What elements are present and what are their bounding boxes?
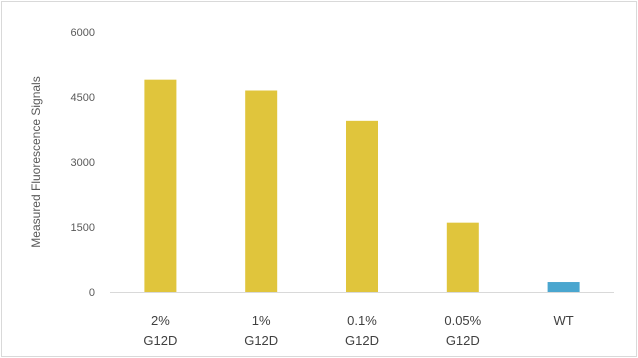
x-tick-label: WT bbox=[553, 313, 573, 328]
bar bbox=[144, 79, 177, 293]
bar bbox=[346, 120, 378, 292]
x-axis-ticks: 2% G12D 1% G12D 0.1% G12D 0.05% G12D WT bbox=[143, 313, 573, 348]
x-tick-label: 2% bbox=[151, 313, 170, 328]
x-tick-label: 1% bbox=[252, 313, 271, 328]
y-axis-ticks: 0 1500 3000 4500 6000 bbox=[71, 27, 95, 299]
x-tick-label: G12D bbox=[244, 333, 278, 348]
y-axis-label: Measured Fluorescence Signals bbox=[29, 76, 43, 247]
bars bbox=[144, 79, 580, 293]
y-tick-label: 4500 bbox=[71, 92, 95, 104]
x-tick-label: G12D bbox=[143, 333, 177, 348]
y-tick-label: 3000 bbox=[71, 157, 95, 169]
y-tick-label: 1500 bbox=[71, 222, 95, 234]
y-tick-label: 6000 bbox=[71, 27, 95, 39]
bar bbox=[446, 222, 479, 292]
y-tick-label: 0 bbox=[89, 287, 95, 299]
x-tick-label: 0.05% bbox=[444, 313, 481, 328]
bar bbox=[245, 90, 278, 292]
x-tick-label: G12D bbox=[345, 333, 379, 348]
x-tick-label: 0.1% bbox=[347, 313, 377, 328]
bar bbox=[547, 282, 580, 292]
x-tick-label: G12D bbox=[446, 333, 480, 348]
